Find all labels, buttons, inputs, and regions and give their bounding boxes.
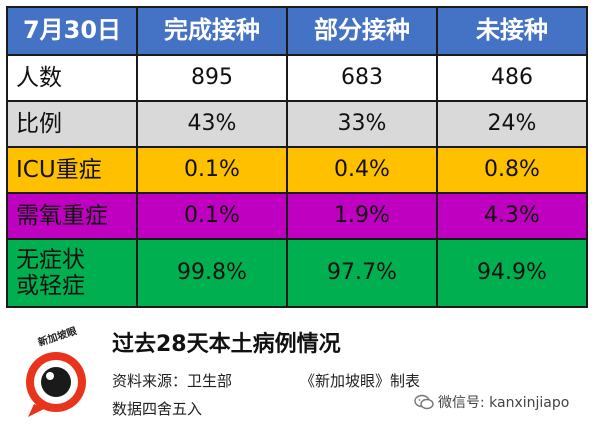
table-row-icu: ICU重症 0.1% 0.4% 0.8% bbox=[6, 146, 588, 194]
footer: 新加坡眼 过去28天本土病例情况 资料来源：卫生部 《新加坡眼》制表 数据四舍五… bbox=[0, 318, 601, 428]
source-note: 资料来源：卫生部 bbox=[112, 372, 233, 390]
header-partially-vaccinated: 部分接种 bbox=[286, 6, 438, 56]
row-label-mild: 无症状 或轻症 bbox=[6, 238, 138, 308]
cell-count-fully: 895 bbox=[136, 54, 288, 102]
cell-count-unvaccinated: 486 bbox=[436, 54, 588, 102]
header-fully-vaccinated: 完成接种 bbox=[136, 6, 288, 56]
table-row-mild: 无症状 或轻症 99.8% 97.7% 94.9% bbox=[6, 238, 588, 308]
wechat-icon bbox=[414, 394, 434, 410]
cell-ratio-fully: 43% bbox=[136, 100, 288, 148]
cell-oxygen-fully: 0.1% bbox=[136, 192, 288, 240]
vaccination-case-table: 7月30日 完成接种 部分接种 未接种 人数 895 683 486 比例 43… bbox=[6, 6, 588, 308]
row-label-ratio: 比例 bbox=[6, 100, 138, 148]
header-unvaccinated: 未接种 bbox=[436, 6, 588, 56]
cell-icu-partial: 0.4% bbox=[286, 146, 438, 194]
rounding-note: 数据四舍五入 bbox=[112, 400, 203, 418]
cell-icu-fully: 0.1% bbox=[136, 146, 288, 194]
producer-note: 《新加坡眼》制表 bbox=[300, 372, 421, 390]
cell-icu-unvaccinated: 0.8% bbox=[436, 146, 588, 194]
row-label-mild-line1: 无症状 bbox=[16, 246, 85, 273]
row-label-oxygen: 需氧重症 bbox=[6, 192, 138, 240]
cell-ratio-unvaccinated: 24% bbox=[436, 100, 588, 148]
cell-oxygen-partial: 1.9% bbox=[286, 192, 438, 240]
report-title: 过去28天本土病例情况 bbox=[112, 332, 341, 357]
cell-mild-partial: 97.7% bbox=[286, 238, 438, 308]
cell-mild-fully: 99.8% bbox=[136, 238, 288, 308]
cell-count-partial: 683 bbox=[286, 54, 438, 102]
row-label-mild-line2: 或轻症 bbox=[16, 273, 85, 299]
header-date: 7月30日 bbox=[6, 6, 138, 56]
table-row-oxygen: 需氧重症 0.1% 1.9% 4.3% bbox=[6, 192, 588, 240]
wechat-watermark: 微信号: kanxinjiapo bbox=[414, 392, 569, 412]
row-label-count: 人数 bbox=[6, 54, 138, 102]
cell-mild-unvaccinated: 94.9% bbox=[436, 238, 588, 308]
cell-ratio-partial: 33% bbox=[286, 100, 438, 148]
table-header-row: 7月30日 完成接种 部分接种 未接种 bbox=[6, 6, 588, 56]
cell-oxygen-unvaccinated: 4.3% bbox=[436, 192, 588, 240]
logo: 新加坡眼 bbox=[10, 324, 102, 420]
row-label-icu: ICU重症 bbox=[6, 146, 138, 194]
table-row-ratio: 比例 43% 33% 24% bbox=[6, 100, 588, 148]
eye-logo-icon bbox=[26, 352, 86, 417]
wechat-id: 微信号: kanxinjiapo bbox=[438, 395, 570, 411]
table-row-count: 人数 895 683 486 bbox=[6, 54, 588, 102]
